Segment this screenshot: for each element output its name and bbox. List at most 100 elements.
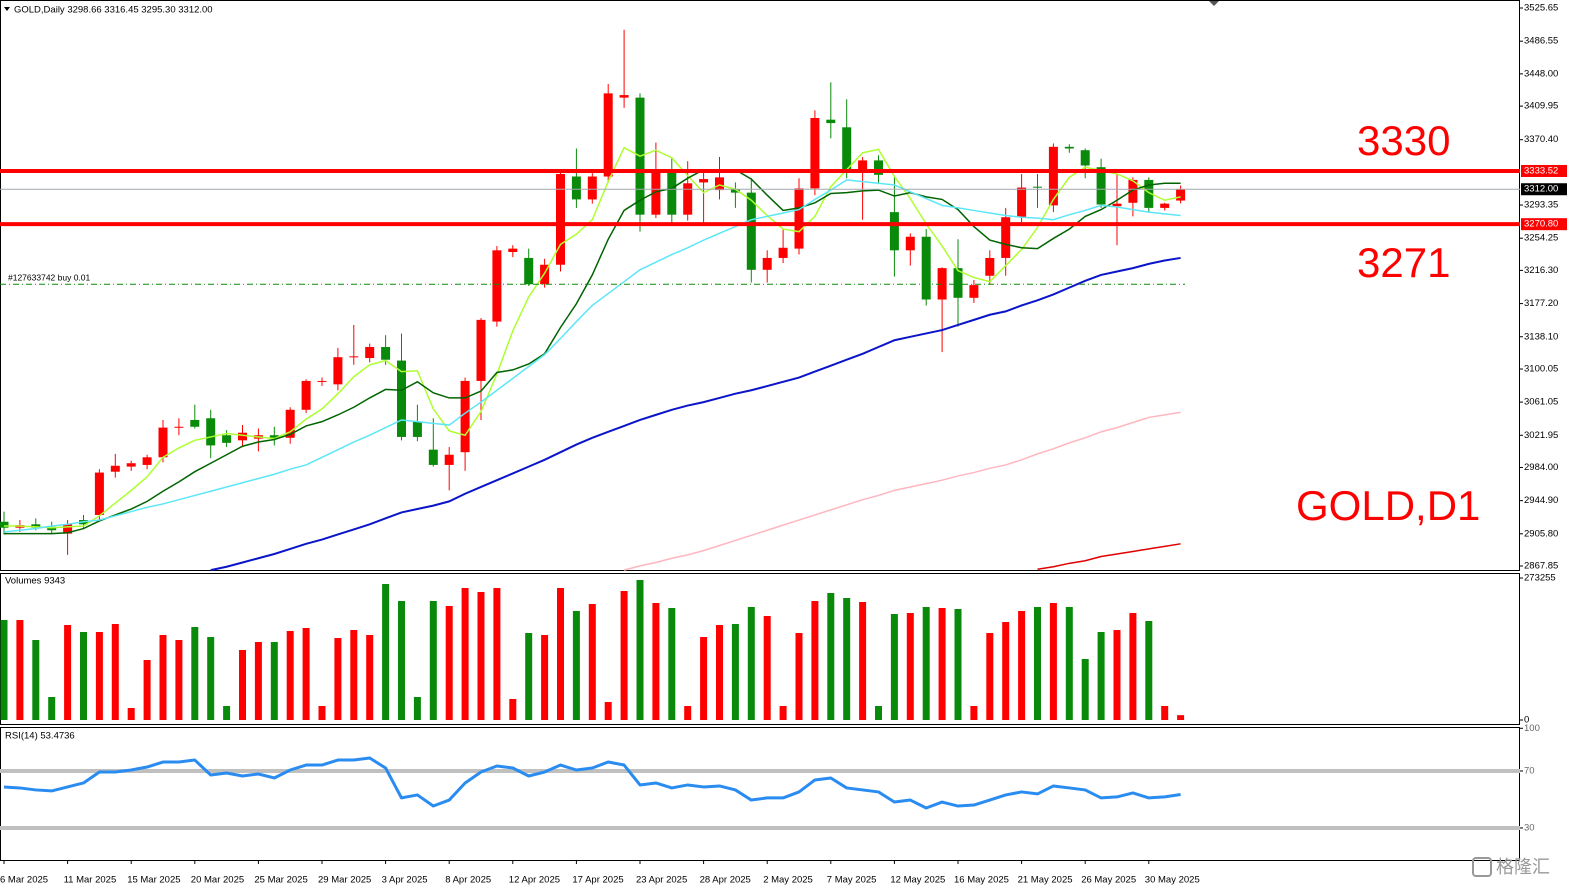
candle-body bbox=[1048, 146, 1058, 206]
x-tick-label: 21 May 2025 bbox=[1018, 875, 1073, 886]
candle-body bbox=[0, 521, 9, 528]
moving-average bbox=[623, 411, 1181, 571]
volume-bar bbox=[207, 637, 215, 720]
volume-bar bbox=[477, 592, 485, 720]
volume-bar bbox=[1113, 630, 1121, 720]
candle-body bbox=[269, 435, 279, 438]
y-tick-label: 3409.95 bbox=[1524, 101, 1558, 112]
volume-bar bbox=[1145, 621, 1153, 720]
y-tick-label: 3021.95 bbox=[1524, 430, 1558, 441]
candle-body bbox=[953, 268, 963, 298]
x-tick-label: 23 Apr 2025 bbox=[636, 875, 687, 886]
candle-body bbox=[460, 380, 470, 453]
candle-body bbox=[937, 268, 947, 300]
price-level-box bbox=[1521, 218, 1567, 231]
volume-bar bbox=[1002, 622, 1010, 720]
volume-bar bbox=[1161, 706, 1169, 720]
volume-bar bbox=[318, 706, 326, 720]
annotation: 3271 bbox=[1357, 239, 1450, 286]
candle-body bbox=[1080, 150, 1090, 166]
candle-body bbox=[921, 236, 931, 300]
y-tick-label: 2944.90 bbox=[1524, 495, 1558, 506]
candle-body bbox=[619, 95, 629, 98]
chart-header: GOLD,Daily 3298.66 3316.45 3295.30 3312.… bbox=[14, 5, 213, 16]
candle-body bbox=[889, 212, 899, 251]
x-tick-label: 16 May 2025 bbox=[954, 875, 1009, 886]
candle-body bbox=[1128, 179, 1138, 203]
candle-body bbox=[94, 472, 104, 515]
candle-body bbox=[1176, 189, 1186, 201]
volume-title: Volumes 9343 bbox=[5, 576, 65, 587]
candle-body bbox=[826, 119, 836, 124]
volume-bar bbox=[270, 642, 278, 720]
candle-body bbox=[142, 457, 152, 465]
candle-body bbox=[126, 463, 136, 467]
candle-body bbox=[571, 176, 581, 200]
y-tick-label: 3061.05 bbox=[1524, 397, 1558, 408]
volume-bar bbox=[906, 613, 914, 720]
volume-bar bbox=[1177, 715, 1185, 720]
x-tick-label: 30 May 2025 bbox=[1145, 875, 1200, 886]
price-level-box bbox=[1521, 164, 1567, 177]
volume-bar bbox=[127, 708, 135, 720]
volume-bar bbox=[461, 588, 469, 720]
volume-bar bbox=[557, 588, 564, 720]
y-tick-label: 3254.25 bbox=[1524, 233, 1558, 244]
volume-bar bbox=[1081, 659, 1089, 720]
volume-bar bbox=[763, 616, 771, 720]
candle-body bbox=[715, 177, 724, 191]
candle-body bbox=[1033, 186, 1042, 188]
volume-bar bbox=[413, 697, 421, 720]
x-tick-label: 28 Apr 2025 bbox=[700, 875, 751, 886]
volume-bar bbox=[64, 625, 72, 720]
x-tick-label: 26 May 2025 bbox=[1081, 875, 1136, 886]
candle-body bbox=[190, 419, 200, 427]
volume-bar bbox=[986, 633, 994, 720]
volume-bar bbox=[620, 591, 628, 720]
volume-bar bbox=[541, 635, 549, 720]
candle-body bbox=[301, 380, 311, 410]
candle-body bbox=[397, 360, 406, 437]
candle-body bbox=[1160, 203, 1170, 208]
candle-body bbox=[762, 257, 772, 270]
x-tick-label: 20 Mar 2025 bbox=[191, 875, 244, 886]
marks: 3525.65 3486.55 3448.00 3409.95 3370.40 3293.… bbox=[0, 3, 1567, 886]
volume-bar bbox=[16, 620, 24, 720]
candle-body bbox=[1017, 187, 1027, 218]
volume-bar bbox=[843, 598, 851, 720]
shift-marker bbox=[1209, 1, 1219, 6]
candle-body bbox=[1096, 167, 1106, 205]
candle-body bbox=[31, 524, 41, 528]
candle-body bbox=[1112, 203, 1122, 207]
candle-body bbox=[349, 356, 359, 358]
x-tick-label: 15 Mar 2025 bbox=[127, 875, 180, 886]
candle-body bbox=[746, 192, 756, 270]
y-tick-label: 3293.35 bbox=[1524, 200, 1558, 211]
volume-bar bbox=[143, 660, 151, 720]
candle-body bbox=[444, 454, 454, 465]
y-tick-label: 2984.00 bbox=[1524, 462, 1558, 473]
volume-bar bbox=[334, 638, 342, 720]
candle-body bbox=[556, 173, 565, 265]
candle-body bbox=[1064, 146, 1074, 149]
candle-body bbox=[683, 183, 693, 215]
watermark-logo bbox=[1472, 857, 1492, 877]
candle-body bbox=[730, 189, 740, 193]
candle-body bbox=[333, 357, 343, 385]
candle-body bbox=[508, 248, 518, 253]
x-tick-label: 8 Apr 2025 bbox=[445, 875, 491, 886]
y-tick-label: 3448.00 bbox=[1524, 68, 1558, 79]
price-level-box bbox=[1521, 183, 1567, 196]
volume-bar bbox=[668, 608, 676, 720]
candle-body bbox=[587, 176, 597, 200]
volume-bar bbox=[1097, 632, 1105, 720]
volume-bar bbox=[1065, 607, 1073, 720]
x-tick-label: 12 Apr 2025 bbox=[509, 875, 560, 886]
candle-body bbox=[842, 127, 852, 173]
candle-body bbox=[110, 465, 120, 472]
volume-bar bbox=[398, 601, 405, 720]
rsi-line bbox=[3, 756, 1181, 810]
volume-bar bbox=[604, 702, 612, 720]
